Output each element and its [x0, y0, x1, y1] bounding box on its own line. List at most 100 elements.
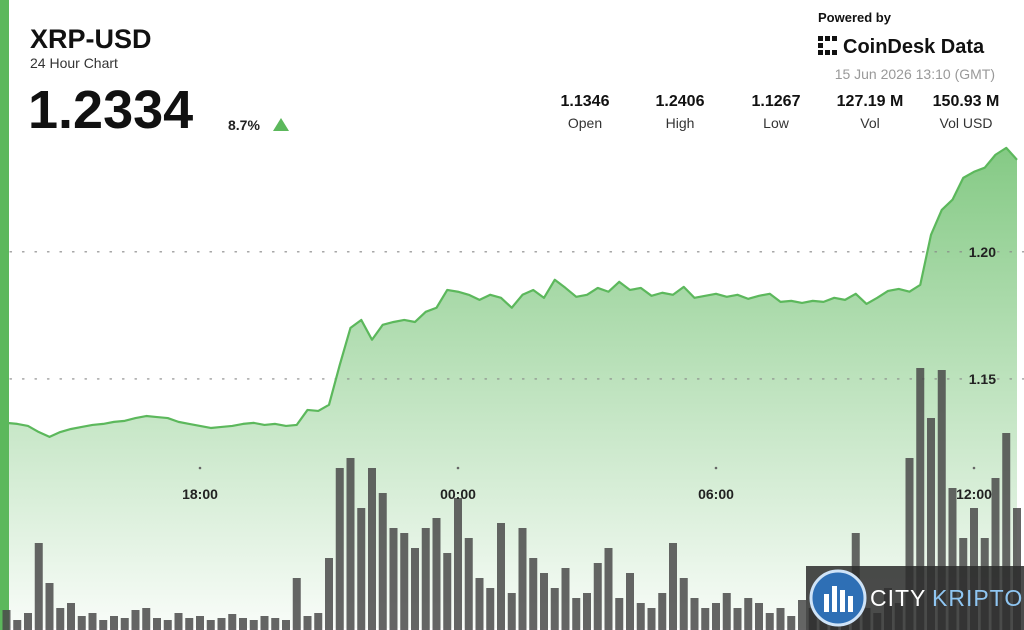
brand: CoinDesk Data	[843, 36, 985, 58]
price-line	[0, 146, 1018, 438]
volume-bar	[669, 543, 677, 630]
volume-bar	[206, 620, 215, 630]
watermark-kripto: KRIPTO	[932, 585, 1023, 611]
volume-bar	[2, 610, 11, 630]
volume-bar	[357, 508, 366, 630]
volume-bar	[561, 568, 570, 630]
volume-bar	[368, 468, 376, 630]
price: 1.2334	[28, 80, 193, 140]
y-tick-label: 1.20	[969, 244, 996, 260]
volume-bar	[464, 538, 473, 630]
volume-bar	[271, 618, 280, 630]
volume-bar	[583, 593, 591, 630]
volume-bar	[787, 616, 796, 630]
volume-bar	[593, 563, 602, 630]
timestamp: 15 Jun 2026 13:10 (GMT)	[835, 66, 995, 82]
volume-bar	[292, 578, 301, 630]
volume-bar	[260, 616, 269, 630]
volume-bar	[765, 613, 774, 630]
stat-label: Vol USD	[940, 115, 993, 131]
volume-bar	[486, 588, 495, 630]
volume-bar	[647, 608, 656, 630]
volume-bar	[196, 616, 204, 630]
volume-bar	[475, 578, 484, 630]
volume-bar	[798, 600, 806, 630]
x-tick	[198, 466, 202, 470]
volume-bar	[56, 608, 65, 630]
volume-bar	[733, 608, 742, 630]
stat-label: High	[666, 115, 695, 131]
price-area	[0, 147, 1017, 628]
volume-bar	[658, 593, 667, 630]
volume-bar	[615, 598, 624, 630]
volume-bar	[217, 618, 226, 630]
stat-value: 127.19 M	[837, 93, 904, 110]
x-tick-label: 00:00	[440, 486, 476, 502]
volume-bar	[88, 613, 97, 630]
brand-logo	[818, 36, 837, 55]
volume-bar	[701, 608, 710, 630]
volume-bar	[13, 620, 22, 630]
stat-label: Open	[568, 115, 602, 131]
volume-bar	[400, 533, 409, 630]
x-tick	[972, 466, 976, 470]
title: XRP-USD	[30, 24, 152, 54]
stat-value: 1.2406	[656, 93, 705, 110]
x-tick-label: 12:00	[956, 486, 992, 502]
volume-bar	[99, 620, 108, 630]
volume-bar	[432, 518, 441, 630]
volume-bar	[529, 558, 538, 630]
volume-bar	[314, 613, 323, 630]
volume-bar	[346, 458, 355, 630]
x-tick-label: 06:00	[698, 486, 734, 502]
volume-bar	[163, 620, 172, 630]
volume-bar	[744, 598, 753, 630]
volume-bar	[389, 528, 398, 630]
volume-bar	[690, 598, 699, 630]
powered-by: Powered by	[818, 10, 892, 25]
up-arrow	[273, 118, 289, 131]
stat-value: 1.1346	[561, 93, 610, 110]
volume-bar	[249, 620, 258, 630]
volume-bar	[712, 603, 720, 630]
volume-bar	[604, 548, 613, 630]
stat-label: Low	[763, 115, 790, 131]
volume-bar	[626, 573, 634, 630]
volume-bar	[507, 593, 516, 630]
accent-stripe	[0, 0, 9, 630]
volume-bar	[153, 618, 161, 630]
volume-bar	[572, 598, 581, 630]
volume-bar	[454, 498, 462, 630]
subtitle: 24 Hour Chart	[30, 55, 118, 71]
volume-bar	[174, 613, 183, 630]
volume-bar	[905, 458, 914, 630]
volume-bar	[421, 528, 430, 630]
volume-bar	[24, 613, 32, 630]
volume-bar	[722, 593, 731, 630]
volume-bar	[1002, 433, 1011, 630]
volume-bar	[550, 588, 559, 630]
volume-bar	[948, 488, 957, 630]
volume-bar	[282, 620, 290, 630]
volume-bar	[34, 543, 43, 630]
volume-bar	[636, 603, 645, 630]
stat-value: 150.93 M	[933, 93, 1000, 110]
change: 8.7%	[228, 117, 260, 133]
volume-bar	[937, 370, 946, 630]
watermark: CITY KRIPTO	[806, 566, 1024, 630]
stats: 1.1346 Open 1.2406 High 1.1267 Low 127.19 M Vol…	[561, 93, 1000, 131]
volume-bar	[110, 616, 118, 630]
volume-bar	[679, 578, 688, 630]
volume-bar	[518, 528, 527, 630]
volume-bar	[443, 553, 452, 630]
volume-bar	[411, 548, 419, 630]
watermark-city: CITY	[870, 585, 926, 611]
volume-bar	[303, 616, 312, 630]
volume-bar	[185, 618, 194, 630]
volume-bar	[228, 614, 237, 630]
volume-bar	[77, 616, 86, 630]
volume-bar	[927, 418, 935, 630]
volume-bar	[991, 478, 1000, 630]
volume-bar	[131, 610, 140, 630]
